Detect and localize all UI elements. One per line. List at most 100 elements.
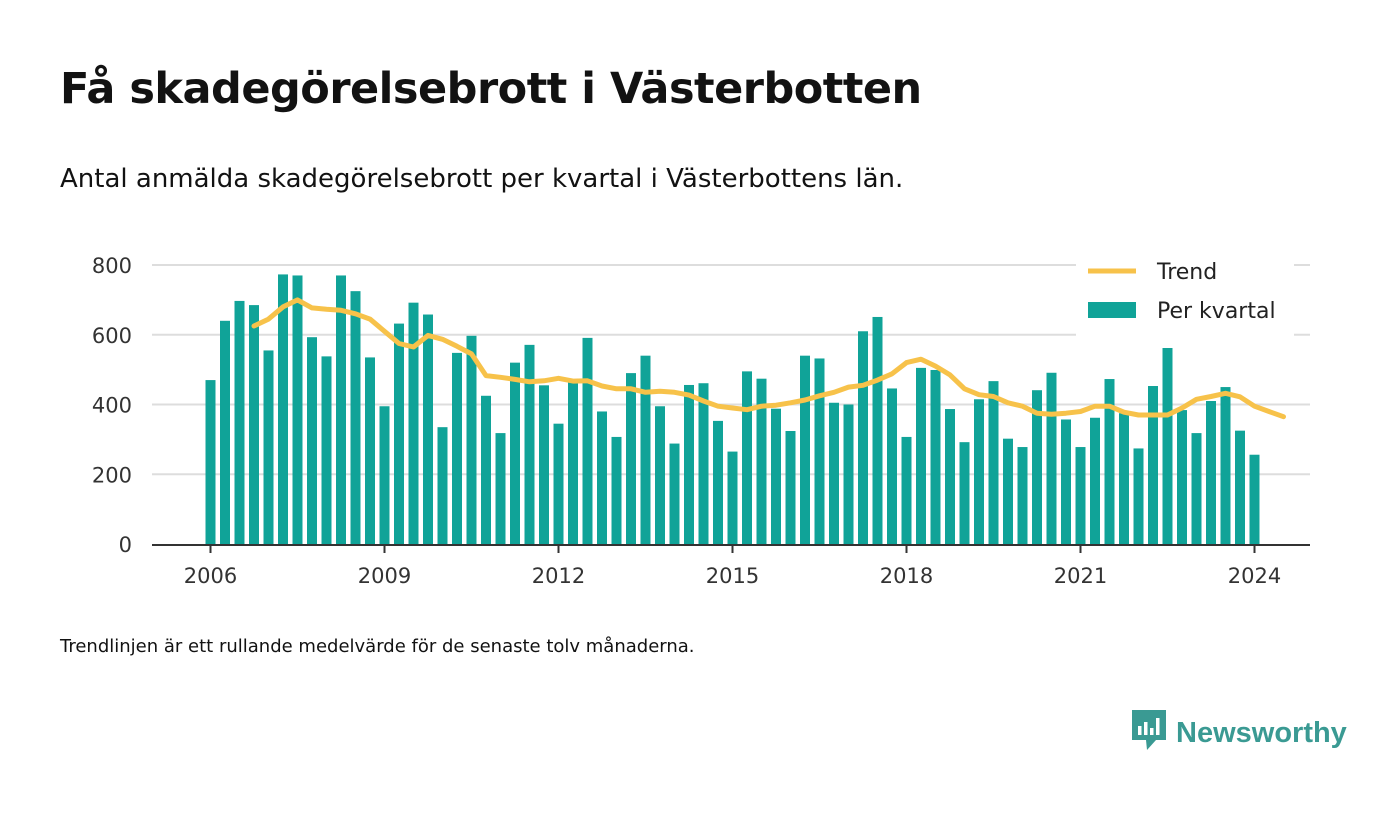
bar — [1090, 417, 1100, 544]
bar — [321, 356, 332, 544]
bar — [843, 404, 854, 544]
bar — [655, 406, 665, 544]
bar — [307, 337, 317, 544]
bar — [423, 314, 433, 544]
bars — [205, 274, 1260, 544]
bar — [249, 305, 259, 544]
bar — [1119, 413, 1129, 544]
x-tick-label: 2024 — [1228, 564, 1281, 588]
bar-chart-badge-icon — [1132, 710, 1166, 756]
x-tick-label: 2015 — [706, 564, 759, 588]
bar — [336, 275, 346, 544]
legend-swatch-per-kvartal — [1088, 302, 1136, 318]
bar — [930, 369, 941, 544]
brand-name: Newsworthy — [1176, 716, 1347, 749]
bar — [234, 300, 245, 544]
bar — [495, 433, 506, 544]
bar — [988, 381, 999, 544]
chart-subtitle: Antal anmälda skadegörelsebrott per kvar… — [60, 164, 904, 194]
bar — [510, 362, 520, 544]
bar — [1003, 438, 1013, 544]
bar — [437, 427, 448, 544]
bar — [350, 291, 361, 544]
y-tick-label: 0 — [119, 533, 132, 557]
bar — [1017, 447, 1028, 544]
bar — [1249, 454, 1260, 544]
bar — [205, 380, 216, 544]
bar — [829, 402, 839, 544]
y-tick-label: 800 — [92, 254, 132, 278]
footnote: Trendlinjen är ett rullande medelvärde f… — [60, 636, 695, 657]
bar — [481, 395, 491, 544]
bar — [597, 411, 607, 544]
x-tick-label: 2012 — [532, 564, 585, 588]
legend-label-per-kvartal: Per kvartal — [1157, 299, 1276, 324]
bar — [1206, 401, 1216, 544]
bar — [785, 431, 796, 544]
bar — [292, 275, 303, 544]
bar — [1148, 386, 1158, 544]
bar — [945, 409, 955, 544]
bar — [872, 316, 883, 544]
bar — [916, 367, 926, 544]
bar — [1177, 410, 1187, 544]
bar — [771, 408, 781, 544]
bar — [727, 451, 738, 544]
newsworthy-logo[interactable]: Newsworthy — [1132, 710, 1347, 756]
bar — [1061, 419, 1071, 544]
bar — [379, 406, 390, 544]
bar — [684, 384, 694, 544]
x-tick-label: 2021 — [1054, 564, 1107, 588]
bar — [452, 352, 462, 544]
bar — [582, 337, 593, 544]
bar — [756, 378, 767, 544]
bar — [466, 335, 477, 544]
bar — [1046, 372, 1057, 544]
bar — [959, 442, 970, 544]
bar — [568, 379, 578, 544]
bar — [408, 302, 419, 544]
bar — [742, 371, 752, 544]
x-axis: 2006 2009 2012 2015 2018 2021 2024 — [152, 544, 1310, 588]
bar — [814, 358, 825, 544]
trend-line — [251, 297, 1286, 420]
y-tick-label: 400 — [92, 394, 132, 418]
bar — [626, 373, 636, 544]
bar — [669, 443, 680, 544]
bar — [263, 350, 274, 544]
bar — [1235, 430, 1245, 544]
legend-background — [1076, 251, 1294, 337]
bar — [1075, 447, 1086, 544]
bar — [539, 385, 549, 544]
bar — [1191, 433, 1202, 544]
x-tick-label: 2009 — [358, 564, 411, 588]
y-tick-label: 600 — [92, 324, 132, 348]
bar — [365, 357, 375, 544]
x-tick-label: 2018 — [880, 564, 933, 588]
bar — [1220, 387, 1231, 544]
bar — [220, 320, 230, 544]
bar — [887, 388, 897, 544]
legend-label-trend: Trend — [1156, 260, 1217, 285]
trend-series — [251, 297, 1286, 420]
bar — [611, 436, 622, 544]
bar — [1162, 348, 1173, 544]
bar — [974, 399, 984, 544]
legend: Trend Per kvartal — [1076, 251, 1294, 337]
bar — [858, 331, 868, 544]
bar — [698, 383, 709, 544]
bar — [1032, 390, 1042, 544]
bar — [640, 355, 651, 544]
chart-title: Få skadegörelsebrott i Västerbotten — [60, 64, 922, 114]
bar — [553, 423, 564, 544]
bar — [1133, 448, 1144, 544]
bar — [278, 274, 288, 544]
y-tick-label: 200 — [92, 463, 132, 487]
bar — [901, 436, 912, 544]
bar — [524, 344, 535, 544]
bar — [1104, 379, 1115, 544]
bar — [713, 420, 723, 544]
bar — [394, 323, 404, 544]
bar — [800, 355, 810, 544]
